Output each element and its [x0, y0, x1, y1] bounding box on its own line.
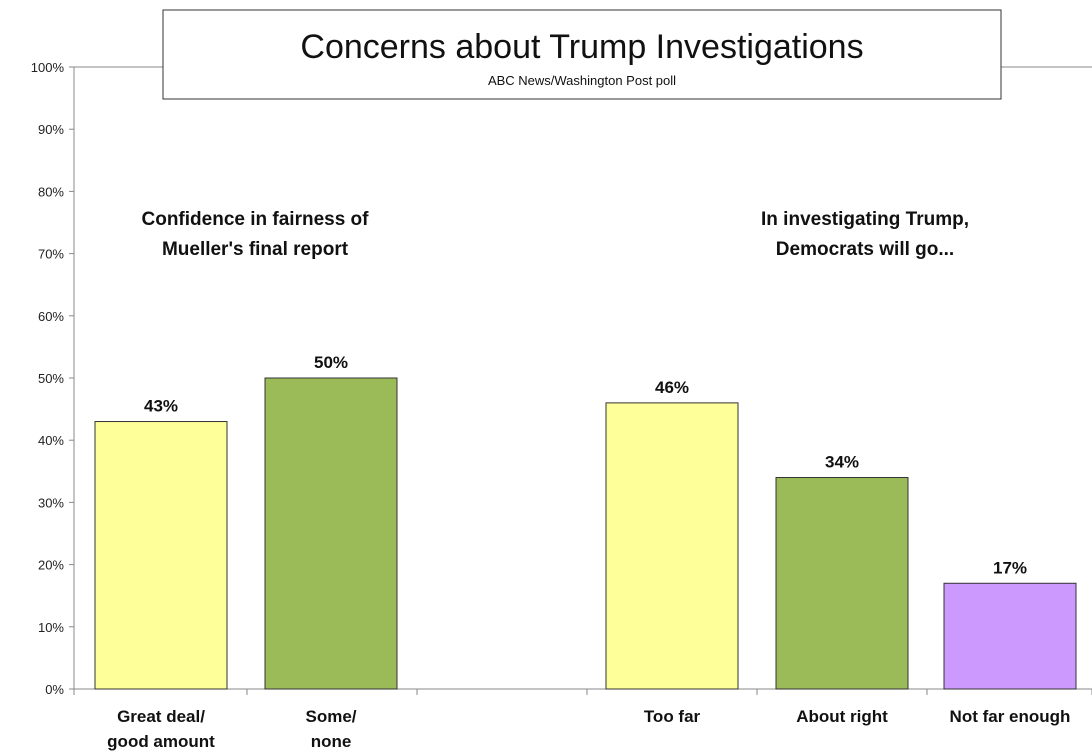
- y-tick-label: 70%: [38, 247, 64, 262]
- category-label: none: [311, 732, 352, 751]
- bar: [94, 421, 228, 690]
- y-tick-label: 100%: [31, 60, 65, 75]
- bar: [943, 582, 1077, 690]
- category-label: Great deal/: [117, 707, 205, 726]
- category-label: Too far: [644, 707, 701, 726]
- bar: [605, 402, 739, 690]
- y-tick-label: 80%: [38, 184, 64, 199]
- category-label: Not far enough: [950, 707, 1071, 726]
- y-tick-label: 40%: [38, 433, 64, 448]
- group-label: Confidence in fairness of: [142, 209, 370, 230]
- y-tick-label: 0%: [45, 682, 64, 697]
- group-label: Democrats will go...: [776, 239, 954, 260]
- chart-subtitle: ABC News/Washington Post poll: [488, 73, 676, 88]
- y-tick-label: 60%: [38, 309, 64, 324]
- y-tick-label: 20%: [38, 558, 64, 573]
- bar-value-label: 43%: [144, 397, 178, 416]
- bar-value-label: 46%: [655, 378, 689, 397]
- bar: [775, 477, 909, 690]
- y-tick-label: 30%: [38, 495, 64, 510]
- bar-value-label: 17%: [993, 558, 1027, 577]
- group-label: Mueller's final report: [162, 239, 349, 260]
- category-label: Some/: [305, 707, 356, 726]
- bar-value-label: 50%: [314, 353, 348, 372]
- category-label: good amount: [107, 732, 215, 751]
- category-label: About right: [796, 707, 888, 726]
- y-tick-label: 90%: [38, 122, 64, 137]
- bar-value-label: 34%: [825, 453, 859, 472]
- group-label: In investigating Trump,: [761, 209, 969, 230]
- title-box: [162, 9, 1002, 100]
- bar: [264, 377, 398, 690]
- y-tick-label: 50%: [38, 371, 64, 386]
- chart-title: Concerns about Trump Investigations: [300, 28, 863, 66]
- y-tick-label: 10%: [38, 620, 64, 635]
